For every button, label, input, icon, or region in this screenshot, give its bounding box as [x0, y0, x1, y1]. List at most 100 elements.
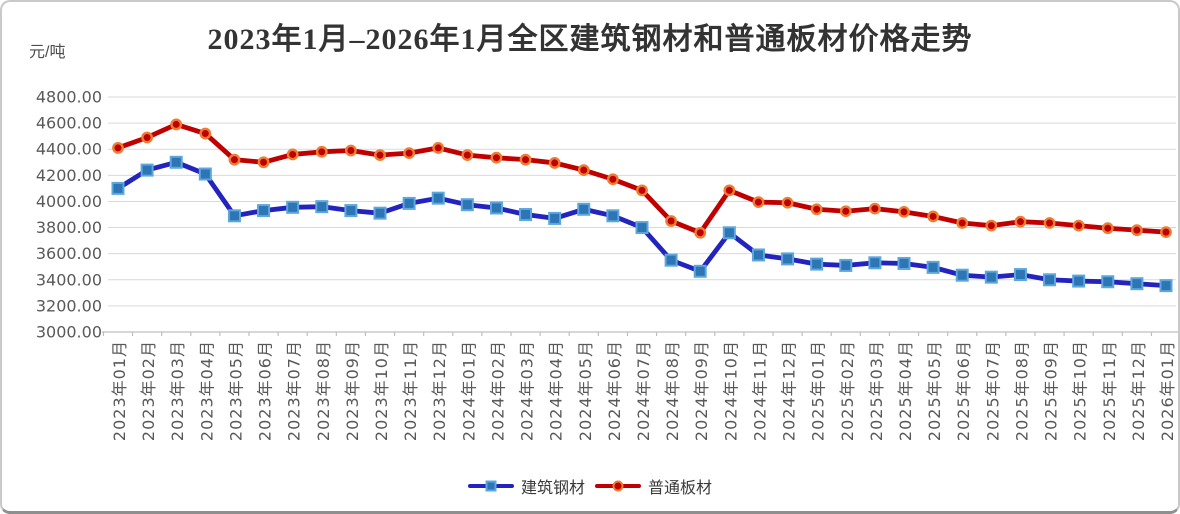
- series-marker-steel: [1130, 277, 1144, 291]
- x-axis-label: 2024年10月: [721, 340, 740, 441]
- plate-circle-marker-icon: [612, 480, 624, 492]
- x-axis-label: 2025年01月: [809, 340, 828, 441]
- series-marker-plate: [403, 147, 416, 160]
- y-axis-label: 3600.00: [36, 244, 102, 263]
- series-marker-steel: [140, 163, 154, 177]
- series-marker-steel: [839, 258, 853, 272]
- series-marker-plate: [257, 156, 270, 169]
- x-axis-label: 2024年12月: [780, 340, 799, 441]
- series-marker-steel: [460, 198, 474, 212]
- y-axis-label: 4600.00: [36, 114, 102, 133]
- series-marker-steel: [431, 191, 445, 205]
- series-marker-plate: [141, 131, 154, 144]
- series-marker-plate: [286, 148, 299, 161]
- series-marker-plate: [519, 153, 532, 166]
- legend-item-steel: 建筑钢材: [467, 474, 585, 498]
- x-axis-label: 2023年08月: [314, 340, 333, 441]
- steel-line-swatch: [467, 479, 514, 493]
- y-axis-label: 4000.00: [36, 192, 102, 211]
- x-axis-label: 2024年08月: [663, 340, 682, 441]
- series-marker-plate: [490, 151, 503, 164]
- series-marker-plate: [839, 205, 852, 218]
- series-marker-plate: [1072, 219, 1085, 232]
- series-marker-plate: [432, 142, 445, 154]
- y-axis-label: 3400.00: [36, 270, 102, 289]
- y-axis-label: 4400.00: [36, 140, 102, 159]
- series-marker-plate: [898, 205, 910, 218]
- series-marker-steel: [664, 253, 678, 267]
- x-axis-label: 2023年02月: [139, 340, 158, 441]
- series-marker-steel: [1013, 268, 1027, 282]
- series-marker-steel: [169, 155, 183, 169]
- legend-label-plate: 普通板材: [648, 480, 713, 497]
- series-marker-steel: [984, 270, 998, 284]
- series-marker-plate: [665, 215, 678, 227]
- series-marker-plate: [723, 184, 736, 197]
- x-axis-label: 2023年09月: [343, 340, 362, 441]
- y-axis-label: 4200.00: [36, 166, 102, 185]
- series-marker-plate: [1043, 217, 1056, 229]
- series-marker-steel: [373, 206, 387, 220]
- steel-square-marker-icon: [485, 480, 497, 492]
- series-marker-plate: [199, 127, 212, 140]
- x-axis-label: 2023年03月: [168, 340, 187, 441]
- series-marker-plate: [315, 145, 328, 158]
- x-axis-label: 2024年09月: [692, 340, 711, 441]
- series-marker-plate: [606, 173, 619, 186]
- series-marker-plate: [868, 202, 881, 215]
- plot-area: 4800.00 4600.00 4400.00 4200.00 4000.00 3800.…: [36, 88, 1178, 441]
- x-axis-label: 2026年01月: [1158, 340, 1177, 441]
- x-axis-label: 2025年09月: [1042, 340, 1061, 441]
- series-marker-steel: [402, 196, 416, 210]
- series-marker-plate: [548, 157, 561, 169]
- series-marker-plate: [461, 149, 474, 161]
- series-marker-steel: [111, 181, 125, 195]
- x-axis-label: 2023年12月: [430, 340, 449, 441]
- series-marker-plate: [956, 217, 969, 229]
- series-marker-steel: [227, 209, 241, 223]
- series-marker-steel: [577, 202, 591, 216]
- series-marker-plate: [1101, 222, 1114, 235]
- y-axis-unit-label: 元/吨: [29, 44, 66, 61]
- series-marker-plate: [636, 184, 648, 197]
- series-marker-plate: [228, 153, 241, 166]
- x-axis-label: 2025年05月: [925, 340, 944, 441]
- series-marker-plate: [374, 149, 386, 161]
- x-axis-label: 2023年06月: [256, 340, 275, 441]
- x-axis-label: 2024年04月: [547, 340, 566, 441]
- series-marker-steel: [693, 264, 707, 278]
- series-marker-steel: [926, 260, 940, 274]
- y-axis-label: 4800.00: [36, 88, 102, 107]
- x-axis-label: 2025年06月: [954, 340, 973, 441]
- chart-title: 2023年1月–2026年1月全区建筑钢材和普通板材价格走势: [207, 23, 973, 56]
- x-axis-label: 2025年08月: [1012, 340, 1031, 441]
- x-axis-label: 2024年05月: [576, 340, 595, 441]
- plate-line-swatch: [595, 479, 641, 493]
- series-marker-steel: [635, 221, 649, 235]
- series-marker-plate: [927, 210, 940, 223]
- series-marker-plate: [985, 219, 998, 232]
- x-axis-label: 2023年10月: [372, 340, 391, 441]
- x-axis-label: 2024年01月: [459, 340, 478, 441]
- series-marker-plate: [781, 196, 794, 209]
- y-axis-label: 3000.00: [36, 323, 102, 342]
- x-axis-label: 2023年07月: [285, 340, 304, 441]
- series-marker-steel: [751, 248, 765, 262]
- x-axis-label: 2025年02月: [838, 340, 857, 441]
- series-marker-plate: [694, 226, 707, 239]
- x-axis-label: 2024年07月: [634, 340, 653, 441]
- series-marker-steel: [198, 167, 212, 181]
- series-marker-steel: [257, 204, 271, 218]
- series-marker-steel: [955, 268, 969, 282]
- series-marker-plate: [577, 164, 590, 177]
- x-axis-label: 2025年07月: [983, 340, 1002, 441]
- x-axis-label: 2025年12月: [1129, 340, 1148, 441]
- series-marker-steel: [1159, 279, 1173, 293]
- series-marker-plate: [344, 144, 357, 157]
- series-marker-plate: [1014, 215, 1027, 228]
- series-marker-steel: [1072, 274, 1086, 288]
- x-axis-label: 2024年02月: [488, 340, 507, 441]
- series-marker-steel: [722, 226, 736, 240]
- series-marker-steel: [868, 256, 882, 270]
- legend-label-steel: 建筑钢材: [520, 480, 585, 497]
